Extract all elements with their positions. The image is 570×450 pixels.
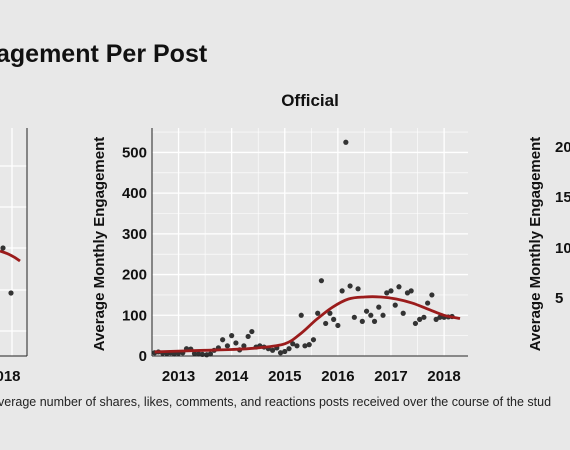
data-point bbox=[417, 316, 423, 322]
right-y-tick-label: 5 bbox=[555, 290, 563, 307]
data-point bbox=[331, 316, 337, 322]
data-point bbox=[302, 343, 308, 349]
y-tick-label: 400 bbox=[122, 185, 147, 202]
y-tick-label: 300 bbox=[122, 226, 147, 243]
data-point bbox=[233, 340, 239, 346]
right-panel: Average Monthly Engagement 5 10 15 20 bbox=[527, 137, 570, 351]
data-point bbox=[421, 314, 427, 320]
data-point bbox=[298, 312, 304, 318]
data-point bbox=[384, 290, 390, 296]
data-point bbox=[392, 302, 398, 308]
data-point bbox=[343, 139, 349, 145]
data-point bbox=[400, 310, 406, 316]
smooth-trend-line bbox=[154, 295, 461, 354]
data-point bbox=[339, 288, 345, 294]
y-tick-label: 200 bbox=[122, 267, 147, 284]
x-tick-label: 2014 bbox=[215, 368, 249, 385]
x-tick-label: 2015 bbox=[268, 368, 301, 385]
x-tick-label: 2018 bbox=[427, 368, 460, 385]
data-point bbox=[294, 343, 300, 349]
left-data-point bbox=[8, 290, 14, 296]
plot-background bbox=[152, 128, 468, 356]
x-tick-label: 2016 bbox=[321, 368, 354, 385]
left-x-tick-label: 018 bbox=[0, 368, 21, 385]
data-point bbox=[335, 322, 341, 329]
data-point bbox=[327, 310, 333, 316]
data-point bbox=[408, 288, 414, 294]
data-point bbox=[249, 328, 255, 335]
right-y-tick-label: 10 bbox=[555, 240, 570, 257]
x-tick-label: 2013 bbox=[162, 368, 195, 385]
data-point bbox=[368, 312, 374, 318]
data-point bbox=[282, 348, 288, 355]
data-point bbox=[229, 333, 235, 339]
data-point bbox=[412, 320, 419, 327]
panel-title: Official bbox=[281, 91, 339, 110]
data-point bbox=[306, 342, 312, 348]
data-point bbox=[351, 314, 357, 320]
data-point bbox=[376, 304, 382, 310]
data-point bbox=[318, 278, 325, 284]
figure-caption: verage number of shares, likes, comments… bbox=[0, 395, 552, 409]
data-point bbox=[425, 300, 431, 306]
data-point bbox=[191, 350, 198, 357]
data-point bbox=[371, 318, 378, 324]
data-point bbox=[437, 314, 443, 320]
data-point bbox=[380, 312, 386, 318]
data-point bbox=[207, 351, 214, 357]
data-point bbox=[388, 288, 394, 294]
y-tick-label: 100 bbox=[122, 307, 147, 324]
data-point bbox=[359, 318, 365, 324]
data-point bbox=[347, 283, 353, 289]
right-y-tick-label: 15 bbox=[555, 189, 570, 206]
data-point bbox=[286, 346, 292, 352]
data-point bbox=[396, 284, 402, 290]
y-tick-label: 500 bbox=[122, 144, 147, 161]
figure-title: agement Per Post bbox=[0, 40, 208, 68]
official-panel: 0 100 200 300 400 500 2013 2014 2015 2016 2017 2018… bbox=[91, 91, 468, 385]
data-point bbox=[245, 333, 251, 340]
data-point bbox=[323, 320, 329, 327]
data-point bbox=[220, 337, 226, 343]
y-axis-label: Average Monthly Engagement bbox=[91, 137, 108, 351]
data-point bbox=[224, 343, 231, 349]
data-point bbox=[269, 347, 276, 353]
left-data-point bbox=[0, 245, 6, 251]
right-y-tick-label: 20 bbox=[555, 139, 570, 156]
data-point bbox=[290, 341, 296, 347]
data-point bbox=[277, 350, 284, 356]
data-point bbox=[310, 337, 317, 343]
y-tick-label: 0 bbox=[139, 348, 147, 365]
data-point bbox=[429, 292, 435, 298]
data-point bbox=[315, 310, 321, 316]
data-point bbox=[241, 343, 247, 349]
data-point bbox=[363, 308, 370, 314]
left-smooth-trend-line bbox=[0, 249, 21, 263]
right-y-axis-label: Average Monthly Engagement bbox=[527, 137, 544, 351]
left-panel: 018 bbox=[0, 128, 28, 385]
data-point bbox=[355, 286, 361, 292]
x-tick-label: 2017 bbox=[374, 368, 407, 385]
